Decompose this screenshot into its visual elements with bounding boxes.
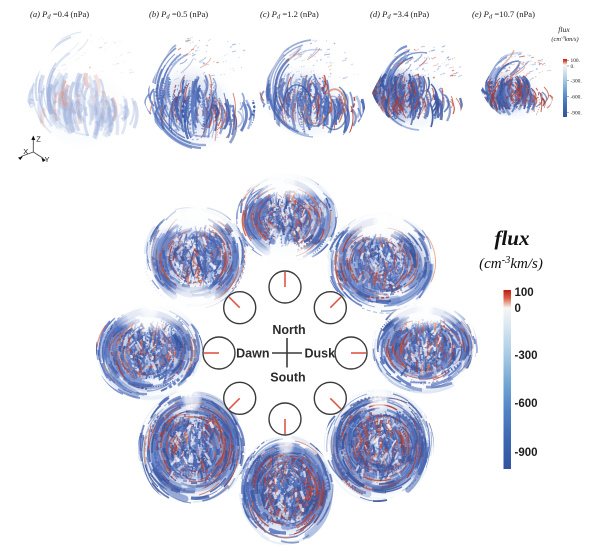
svg-text:flux: flux — [558, 25, 570, 34]
svg-text:100: 100 — [515, 287, 534, 299]
svg-text:Y: Y — [45, 155, 50, 164]
svg-text:(e) Pd =10.7 (nPa): (e) Pd =10.7 (nPa) — [472, 9, 535, 21]
svg-text:-600.: -600. — [571, 95, 582, 101]
svg-text:(d) Pd =3.4 (nPa): (d) Pd =3.4 (nPa) — [370, 9, 429, 21]
svg-text:-300.: -300. — [571, 79, 582, 85]
svg-text:(c) Pd =1.2 (nPa): (c) Pd =1.2 (nPa) — [260, 9, 319, 21]
svg-text:(cm-3km/s): (cm-3km/s) — [551, 35, 578, 43]
svg-text:X: X — [23, 147, 28, 156]
svg-text:(b) Pd =0.5 (nPa): (b) Pd =0.5 (nPa) — [149, 9, 208, 21]
svg-text:-900.: -900. — [571, 111, 582, 117]
svg-text:South: South — [270, 371, 305, 385]
svg-text:North: North — [272, 323, 305, 337]
svg-text:-900: -900 — [515, 447, 538, 459]
svg-text:Dusk: Dusk — [305, 347, 336, 361]
svg-text:0.: 0. — [571, 64, 575, 70]
svg-text:-300: -300 — [515, 350, 538, 362]
svg-text:-600: -600 — [515, 398, 538, 410]
svg-text:(cm-3km/s): (cm-3km/s) — [479, 255, 543, 272]
svg-text:Dawn: Dawn — [236, 347, 269, 361]
svg-text:100.: 100. — [571, 58, 580, 64]
svg-text:flux: flux — [494, 226, 529, 250]
svg-text:Z: Z — [36, 135, 41, 144]
svg-text:(a) Pd =0.4 (nPa): (a) Pd =0.4 (nPa) — [30, 9, 89, 21]
svg-text:0: 0 — [515, 303, 521, 315]
